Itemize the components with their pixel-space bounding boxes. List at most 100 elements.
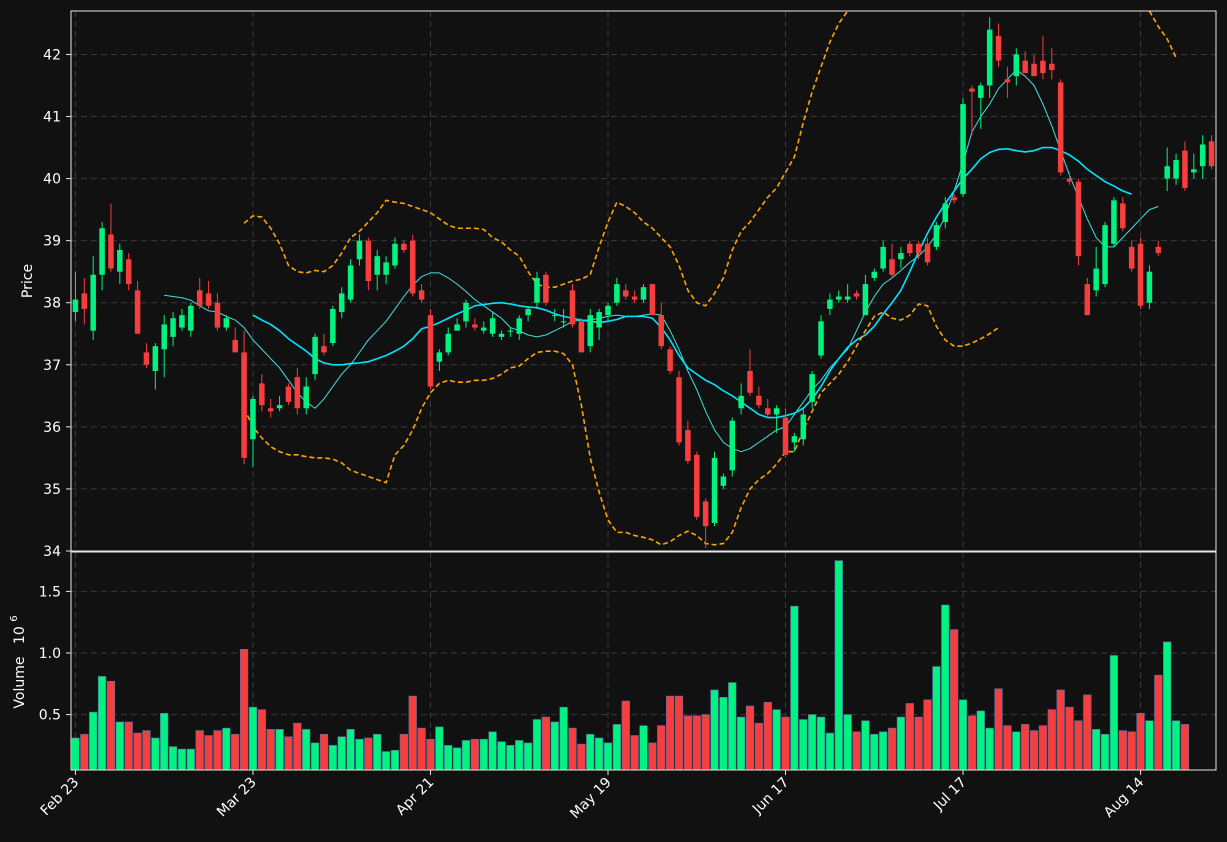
candle-body: [844, 296, 851, 300]
candle-body: [303, 386, 309, 409]
volume-bar: [346, 729, 355, 771]
volume-multiplier-base: 10: [12, 626, 28, 644]
candle-body: [356, 240, 363, 260]
price-tick-label: 37: [43, 358, 61, 374]
candle-body: [117, 249, 123, 272]
candle-body: [409, 240, 416, 294]
volume-bar: [683, 715, 692, 771]
volume-bar: [532, 719, 542, 771]
candle-body: [1049, 63, 1055, 70]
candle-body: [649, 284, 656, 316]
volume-bar: [994, 688, 1003, 771]
candle-body: [1084, 284, 1091, 316]
volume-bar: [1118, 730, 1127, 771]
volume-bar: [861, 720, 870, 771]
volume-bar: [674, 695, 684, 771]
volume-bar: [124, 721, 133, 771]
volume-bar: [941, 604, 950, 771]
volume-bar: [1180, 724, 1190, 771]
volume-bar: [852, 731, 861, 771]
volume-bar: [310, 742, 320, 771]
volume-bar: [106, 681, 116, 771]
candle-body: [383, 262, 389, 275]
candle-body: [960, 104, 966, 195]
candle-body: [445, 333, 451, 353]
candle-body: [995, 35, 1002, 61]
volume-frame: [70, 551, 1217, 771]
volume-bar: [239, 648, 249, 771]
volume-bar: [115, 721, 124, 771]
candle-body: [782, 417, 789, 455]
volume-bar: [177, 748, 187, 771]
volume-bar: [479, 738, 488, 771]
volume-bar: [799, 719, 808, 771]
candle-body: [338, 293, 345, 313]
volume-bar: [195, 730, 204, 771]
candle-body: [933, 225, 940, 247]
volume-bar: [284, 736, 293, 771]
candle-body: [898, 253, 904, 260]
volume-bar: [754, 722, 764, 771]
candle-body: [152, 346, 159, 371]
candle-body: [880, 246, 886, 269]
volume-bar: [550, 721, 559, 771]
candle-body: [729, 420, 736, 471]
candle-body: [1102, 225, 1108, 285]
volume-bar: [302, 729, 311, 771]
volume-bar: [1154, 674, 1163, 771]
candle-body: [969, 88, 975, 92]
volume-bar: [790, 605, 799, 771]
candle-body: [1146, 271, 1153, 303]
volume-bar: [914, 716, 923, 771]
volume-tick-label: 1.5: [39, 584, 61, 600]
volume-bar: [896, 716, 906, 771]
candle-body: [614, 284, 620, 303]
candle-body: [676, 377, 682, 443]
volume-bar: [879, 731, 888, 771]
volume-bar: [1092, 729, 1101, 771]
candle-body: [578, 321, 585, 353]
volume-bar: [710, 689, 719, 771]
price-grid: [71, 11, 1216, 551]
candle-body: [99, 228, 105, 275]
volume-bar: [923, 699, 932, 771]
candle-body: [285, 386, 292, 403]
candle-body: [463, 302, 469, 322]
candle-body: [1031, 63, 1037, 77]
candle-body: [694, 454, 700, 517]
candle-body: [294, 377, 301, 409]
price-tick-label: 41: [43, 110, 61, 126]
candle-body: [818, 321, 824, 356]
volume-bar: [1038, 725, 1048, 771]
candle-body: [72, 299, 79, 313]
volume-axis-label: Volume: [12, 657, 28, 709]
volume-bar: [728, 682, 737, 771]
volume-bar: [399, 733, 408, 771]
price-tick-label: 36: [43, 420, 61, 436]
volume-bar: [1163, 641, 1172, 771]
overlay-line-4: [1148, 10, 1177, 58]
candle-body: [1057, 82, 1064, 173]
candle-body: [108, 234, 114, 269]
candle-body: [392, 243, 398, 266]
candle-body: [1137, 243, 1144, 306]
candle-body: [472, 324, 478, 328]
candle-body: [507, 330, 514, 332]
volume-bar: [648, 742, 657, 771]
volume-bar: [701, 714, 710, 771]
candle-body: [720, 476, 727, 486]
candle-body: [418, 290, 425, 300]
volume-bar: [231, 733, 240, 771]
volume-bars: [71, 560, 1190, 771]
candle-body: [143, 352, 150, 365]
volume-bar: [506, 745, 515, 771]
candle-body: [321, 346, 327, 353]
candle-body: [1208, 141, 1215, 167]
candle-body: [551, 315, 558, 317]
price-tick-label: 38: [43, 296, 61, 312]
volume-bar: [355, 738, 364, 771]
volume-bar: [275, 729, 284, 771]
price-frame: [70, 10, 1217, 552]
candle-body: [915, 243, 922, 254]
